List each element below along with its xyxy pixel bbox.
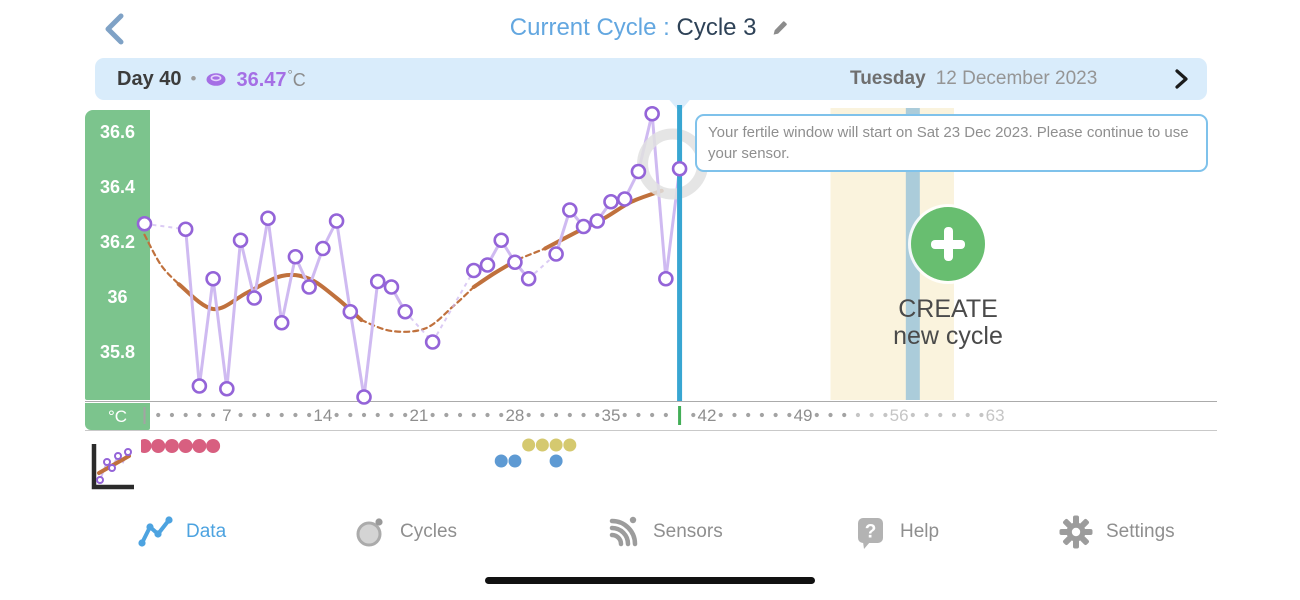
svg-text:?: ? [865,522,877,543]
cycle-day-label: Day 40 [117,67,182,90]
nav-tab-settings[interactable]: Settings [1058,514,1175,550]
create-label-line1: CREATE [898,295,998,323]
home-indicator [485,577,815,584]
help-icon: ? [858,518,883,549]
cycle-name: Cycle 3 [676,14,757,41]
back-button[interactable] [101,13,127,45]
degree-sign: ° [287,66,293,82]
page-title: Current Cycle : Cycle 3 [0,14,1300,42]
nav-label-sensors: Sensors [653,521,723,542]
temperature-unit: C [292,69,306,90]
nav-tab-help[interactable]: ? Help [852,514,939,550]
nav-label-settings: Settings [1106,521,1175,542]
y-tick-36: 36 [107,287,128,307]
nav-label-data: Data [186,521,227,542]
edit-cycle-name-icon[interactable] [771,18,790,37]
sensor-icon [206,72,226,86]
y-tick-36-2: 36.2 [99,232,136,252]
weekday-label: Tuesday [850,68,926,89]
temperature-value: 36.47 [236,68,287,91]
chart-thumbnail-icon[interactable] [87,438,137,494]
current-cycle-label: Current Cycle : [509,14,670,41]
nav-tab-sensors[interactable]: Sensors [605,514,723,550]
y-axis-unit: °C [85,403,150,430]
day-info-bar[interactable]: Day 40 • 36.47°C Tuesday 12 December 202… [95,58,1207,100]
nav-label-help: Help [900,521,940,542]
create-label-line2: new cycle [893,322,1003,350]
create-new-cycle-button[interactable] [911,207,985,281]
sensors-icon [609,516,638,547]
y-tick-36-6: 36.6 [99,122,136,142]
cycles-icon [356,518,383,547]
separator-dot: • [190,69,197,88]
nav-tab-cycles[interactable]: Cycles [352,514,457,550]
day-summary: Day 40 • 36.47°C [117,58,306,100]
fertile-window-tooltip: Your fertile window will start on Sat 23… [695,114,1208,172]
y-axis-band [85,110,150,400]
nav-label-cycles: Cycles [400,521,458,542]
date-display: Tuesday 12 December 2023 [850,58,1097,100]
y-tick-35-8: 35.8 [99,342,136,362]
data-chart-icon [138,516,173,547]
y-tick-36-4: 36.4 [99,177,136,197]
settings-gear-icon [1059,515,1093,549]
date-label: 12 December 2023 [935,68,1098,89]
nav-tab-data[interactable]: Data [138,514,226,550]
x-axis-strip [85,401,1217,431]
next-day-chevron-icon[interactable] [1174,69,1189,89]
